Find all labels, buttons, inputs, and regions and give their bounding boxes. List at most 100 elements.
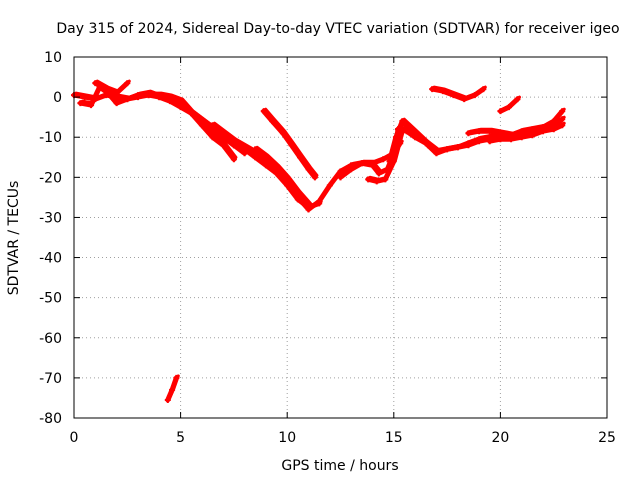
data-point [382, 176, 389, 183]
series-trace-band [255, 145, 312, 205]
data-point [559, 116, 566, 123]
data-point [209, 122, 216, 129]
y-tick-label: 10 [44, 50, 62, 66]
data-point [156, 92, 163, 99]
y-tick-label: -60 [39, 331, 62, 347]
axis-ticks: 0 5 10 15 20 25 10 0 -10 -20 -30 -40 -50 -60 -70 -80 [39, 50, 616, 446]
data-point [166, 94, 173, 101]
data-point [164, 396, 171, 403]
data-point [375, 170, 382, 177]
y-tick-label: -30 [39, 210, 62, 226]
series-trace-band [80, 83, 163, 105]
data-point [102, 86, 109, 93]
x-tick-label: 5 [176, 430, 185, 446]
data-point [230, 156, 237, 163]
data-point [279, 130, 286, 137]
data-point [337, 168, 344, 175]
data-point [134, 92, 141, 99]
data-point [386, 158, 393, 165]
data-point [403, 128, 410, 135]
data-point [284, 176, 291, 183]
data-point [373, 178, 380, 185]
data-point [220, 142, 227, 149]
data-series [71, 79, 566, 403]
data-point [177, 98, 184, 105]
data-point [529, 126, 536, 133]
x-tick-label: 15 [385, 430, 403, 446]
data-point [252, 146, 259, 153]
data-point [305, 166, 312, 173]
data-point [262, 154, 269, 161]
series-trace-band [398, 125, 504, 151]
data-point [81, 94, 88, 101]
data-point [92, 80, 99, 87]
data-point [518, 134, 525, 141]
x-tick-label: 25 [598, 430, 616, 446]
data-point [559, 122, 566, 129]
data-point [514, 96, 521, 103]
data-point [326, 182, 333, 189]
data-point [269, 118, 276, 125]
data-point [550, 118, 557, 125]
data-point [113, 90, 120, 97]
data-point [241, 144, 248, 151]
data-point [476, 136, 483, 143]
plot-frame [73, 56, 608, 419]
data-point [348, 166, 355, 173]
data-point [177, 104, 184, 111]
data-point [113, 100, 120, 107]
data-point [198, 118, 205, 125]
y-axis-label: SDTVAR / TECUs [6, 181, 22, 296]
data-point [305, 206, 312, 213]
data-point [540, 128, 547, 135]
data-point [429, 86, 436, 93]
data-point [422, 140, 429, 147]
data-point [209, 134, 216, 141]
data-point [461, 96, 468, 103]
y-tick-label: -80 [39, 411, 62, 427]
data-point [518, 128, 525, 135]
data-point [476, 128, 483, 135]
data-point [497, 108, 504, 115]
series-trace-band [264, 107, 319, 177]
data-point [550, 126, 557, 133]
y-tick-label: -10 [39, 130, 62, 146]
data-point [497, 136, 504, 143]
x-axis-label: GPS time / hours [281, 458, 398, 474]
x-tick-label: 0 [70, 430, 79, 446]
data-point [124, 80, 131, 87]
series-trace-band [500, 107, 566, 137]
data-point [358, 160, 365, 167]
data-point [433, 148, 440, 155]
data-point [337, 174, 344, 181]
y-tick-label: -40 [39, 251, 62, 267]
data-point [88, 102, 95, 109]
data-point [399, 118, 406, 125]
x-tick-label: 10 [278, 430, 296, 446]
data-point [173, 374, 180, 381]
x-tick-label: 20 [491, 430, 509, 446]
data-point [145, 92, 152, 99]
data-point [529, 132, 536, 139]
data-point [486, 128, 493, 135]
data-point [392, 134, 399, 141]
data-point [486, 138, 493, 145]
data-point [471, 92, 478, 99]
data-point [294, 190, 301, 197]
data-point [450, 92, 457, 99]
data-point [559, 108, 566, 115]
data-point [220, 130, 227, 137]
data-point [188, 110, 195, 117]
series-trace-band [95, 79, 131, 93]
data-point [77, 100, 84, 107]
y-tick-label: 0 [53, 90, 62, 106]
grid [74, 57, 607, 418]
data-point [412, 134, 419, 141]
data-point [365, 176, 372, 183]
data-point [395, 126, 402, 133]
data-point [465, 140, 472, 147]
data-point [273, 164, 280, 171]
data-point [316, 198, 323, 205]
data-point [454, 144, 461, 151]
